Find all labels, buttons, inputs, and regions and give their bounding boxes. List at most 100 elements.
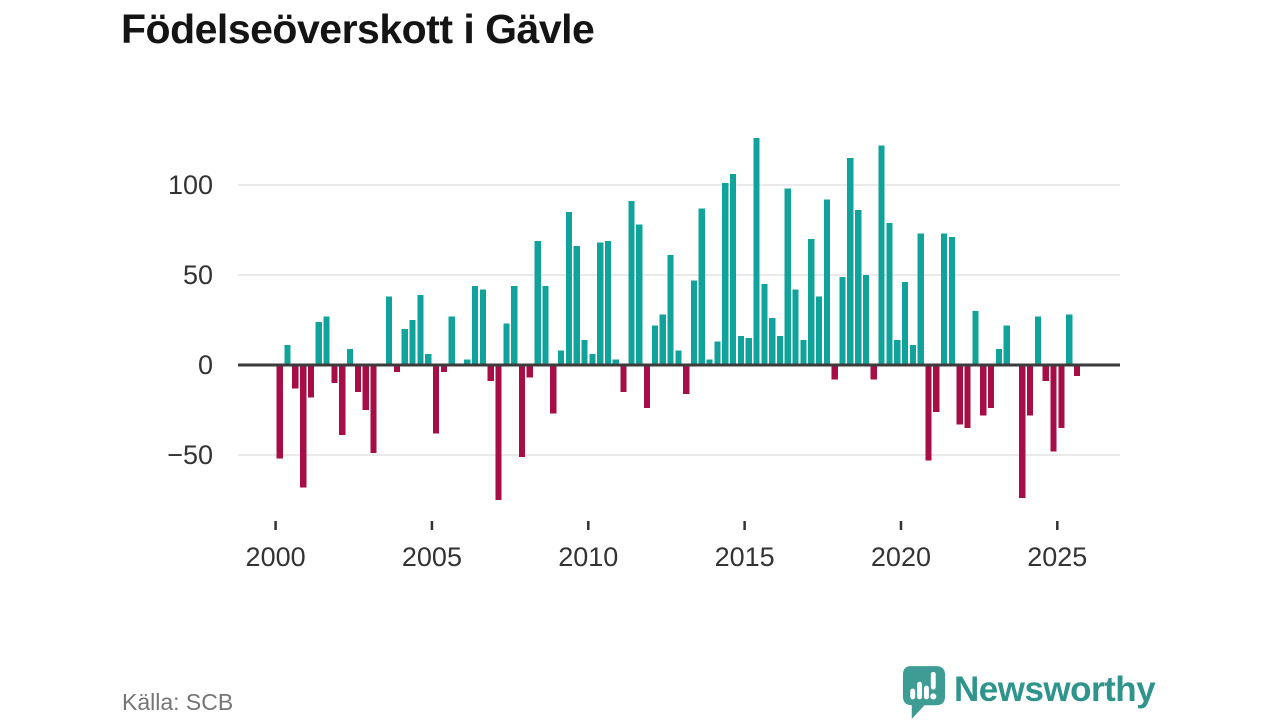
bar (753, 138, 760, 365)
bar (698, 208, 705, 365)
bar (1027, 365, 1034, 416)
bar (597, 242, 604, 365)
bar (722, 183, 729, 365)
bar (745, 338, 752, 365)
y-tick-label: 100 (168, 170, 213, 200)
bar-glyph-2 (917, 681, 923, 700)
bar (417, 294, 424, 365)
source-label: Källa: SCB (122, 689, 234, 715)
bar (894, 339, 901, 365)
bar (386, 296, 393, 365)
bar (1073, 365, 1081, 376)
x-tick-label: 2020 (871, 542, 931, 572)
bar (823, 199, 830, 365)
bar (542, 285, 549, 365)
bar (948, 237, 956, 365)
bar (769, 318, 776, 365)
bar (730, 174, 737, 365)
bar (1050, 365, 1057, 452)
bar (409, 320, 416, 365)
x-tick-label: 2015 (715, 542, 775, 572)
bar (526, 365, 533, 378)
bar (276, 365, 283, 459)
bar (354, 365, 361, 392)
bar (917, 233, 924, 365)
bar (565, 212, 572, 365)
bar (612, 359, 619, 365)
bar (784, 188, 791, 365)
chart-title: Födelseöverskott i Gävle (121, 6, 595, 52)
bar-glyph-1 (910, 688, 916, 700)
bar (933, 365, 940, 412)
bar (558, 350, 565, 365)
bar (339, 365, 346, 436)
bar (511, 285, 518, 365)
bar (432, 365, 440, 434)
bar (472, 285, 479, 365)
bar (495, 365, 502, 500)
bar (323, 316, 330, 365)
bar (644, 365, 651, 409)
newsworthy-logo-icon (902, 666, 946, 719)
bar (1066, 314, 1073, 365)
bar (925, 365, 932, 461)
bar (651, 325, 658, 365)
bar (550, 365, 557, 414)
bar (300, 365, 307, 488)
bar (393, 365, 401, 373)
bar (808, 239, 815, 365)
bar (690, 280, 698, 365)
bar (534, 240, 541, 365)
bar (870, 365, 877, 380)
bar (800, 339, 807, 365)
newsworthy-wordmark: Newsworthy (954, 670, 1156, 709)
bar (589, 354, 596, 365)
bar (315, 321, 322, 365)
bar (401, 329, 408, 365)
y-tick-label: −50 (167, 440, 213, 470)
x-tick-label: 2025 (1027, 542, 1087, 572)
bar (831, 365, 838, 380)
bar-glyph-3 (923, 685, 929, 700)
bar (487, 365, 494, 382)
newsworthy-logo: Newsworthy (900, 664, 1156, 720)
bar (604, 240, 612, 365)
bar (878, 145, 885, 365)
bar (675, 350, 682, 365)
birth-surplus-bar-chart: 100 50 0 −50 2000 2005 2010 2015 2020 2025 (167, 138, 1120, 572)
bar (292, 365, 299, 389)
bar (636, 224, 643, 365)
bar (370, 365, 377, 454)
bar (862, 275, 870, 365)
bar (362, 365, 369, 410)
bar (792, 289, 799, 365)
exclamation-dot (930, 693, 937, 700)
bar (573, 246, 580, 365)
bar (628, 201, 635, 365)
y-tick-label: 50 (183, 260, 213, 290)
bar (1058, 365, 1065, 428)
bar (886, 222, 893, 365)
bar (706, 359, 713, 365)
bar (1003, 325, 1010, 365)
bar (479, 289, 486, 365)
bar (987, 365, 995, 409)
bar (464, 359, 471, 365)
bar (956, 365, 963, 425)
bar (816, 296, 823, 365)
bar (1042, 365, 1049, 382)
bar (620, 365, 627, 392)
bar (847, 158, 854, 365)
bar (839, 276, 846, 365)
bar (307, 365, 315, 398)
bar (581, 339, 588, 365)
bar (941, 233, 948, 365)
bar (1019, 365, 1026, 499)
bar (909, 345, 916, 365)
x-tick-label: 2010 (558, 542, 618, 572)
bar (347, 348, 354, 365)
bar (659, 314, 666, 365)
bar (902, 282, 909, 365)
bar (331, 365, 338, 383)
